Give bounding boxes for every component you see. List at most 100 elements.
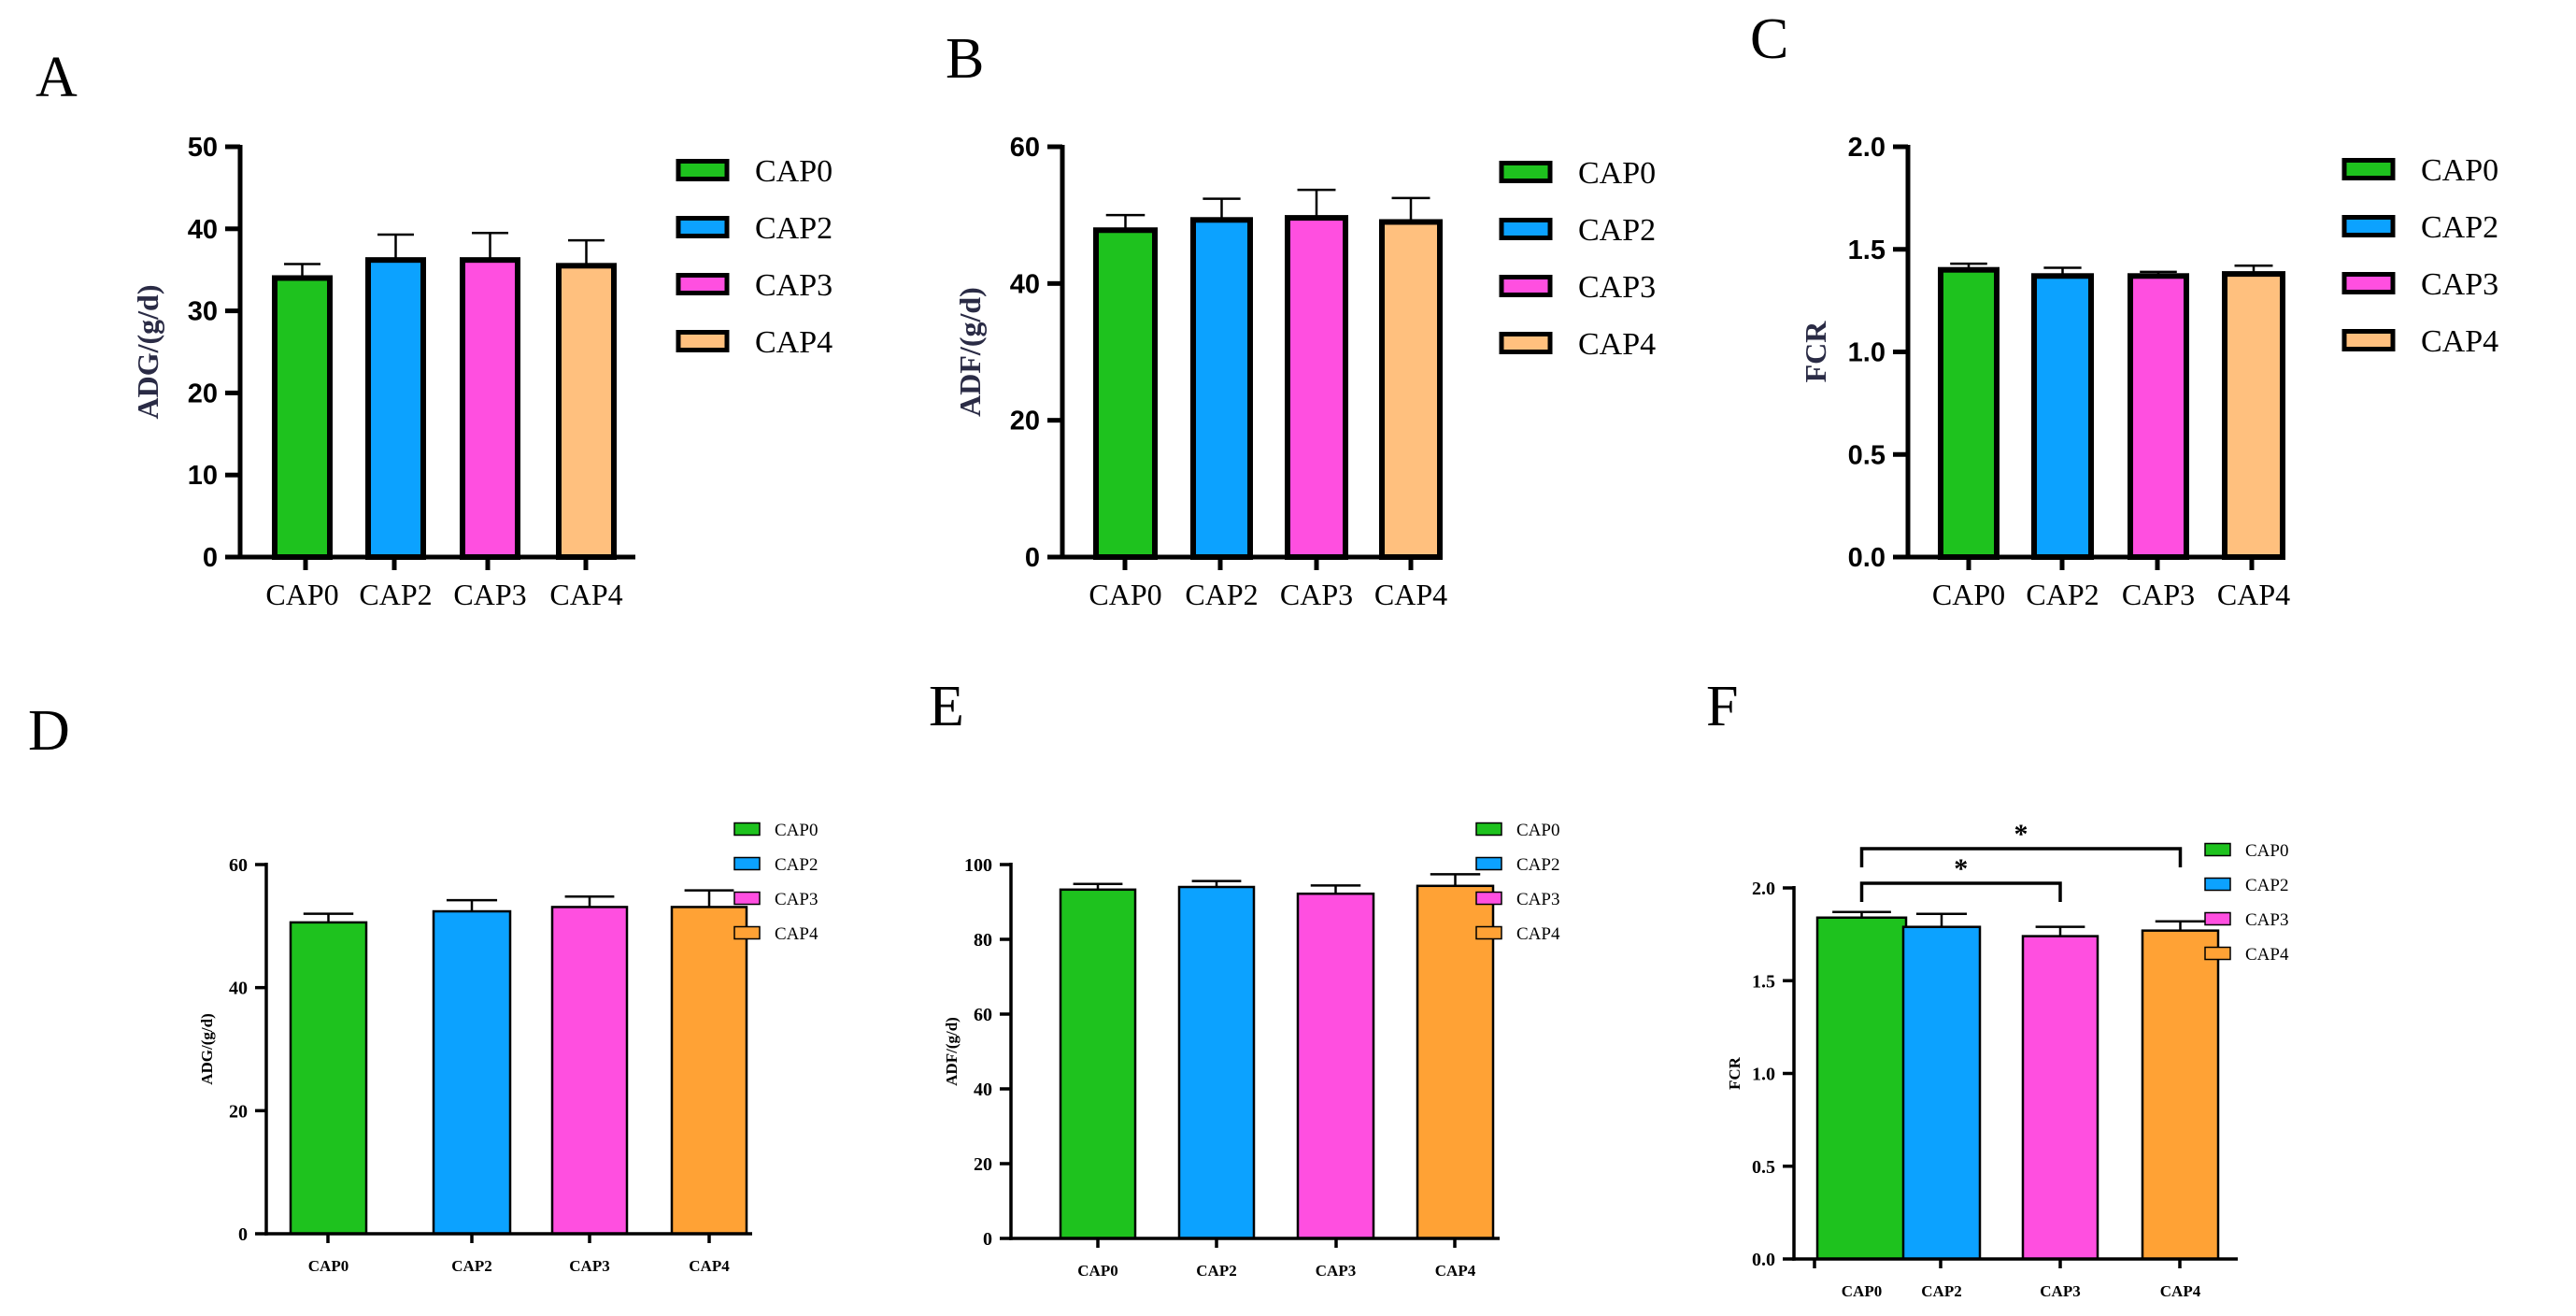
bar-f-cap0 xyxy=(1815,916,1908,1261)
y-tick-label-b: 60 xyxy=(1010,133,1040,163)
legend-swatch-c-cap0 xyxy=(2341,158,2396,180)
x-tick-label-a-cap2: CAP2 xyxy=(359,578,432,611)
panel-letter-d: D xyxy=(28,699,70,763)
bar-e-cap4 xyxy=(1416,884,1495,1240)
y-tick-label-c: 0.5 xyxy=(1848,440,1886,470)
panel-d: D 0 20 40 60 CAP0 CAP2 CAP3 CAP4 ADG/(g/d) CAP0 CA… xyxy=(28,699,818,1275)
legend-swatch-c-cap4 xyxy=(2341,329,2396,351)
y-tick-label-e: 40 xyxy=(974,1080,992,1100)
y-tick-label-a: 30 xyxy=(188,297,218,327)
y-axis-label-e: ADF/(g/d) xyxy=(943,1017,961,1086)
legend-label-b-cap2: CAP2 xyxy=(1578,213,1656,248)
y-tick-label-d: 0 xyxy=(238,1224,248,1245)
y-tick-label-f: 0.5 xyxy=(1752,1157,1775,1178)
significance-bracket-f-cap0-cap4 xyxy=(1859,847,2183,867)
bar-e-cap0 xyxy=(1059,888,1137,1240)
legend-label-e-cap2: CAP2 xyxy=(1516,855,1559,875)
bar-c-cap2 xyxy=(2031,273,2094,560)
legend-swatch-b-cap0 xyxy=(1499,161,1553,183)
x-tick-label-a-cap4: CAP4 xyxy=(549,578,622,611)
y-tick-label-f: 1.0 xyxy=(1752,1065,1775,1085)
y-tick-label-f: 2.0 xyxy=(1752,879,1775,899)
x-tick-label-b-cap4: CAP4 xyxy=(1374,578,1447,611)
legend-label-b-cap0: CAP0 xyxy=(1578,156,1656,191)
y-tick-label-b: 0 xyxy=(1025,543,1040,573)
significance-star-f-cap0-cap4: * xyxy=(2014,819,2028,850)
bar-b-cap0 xyxy=(1093,227,1158,560)
legend-label-d-cap3: CAP3 xyxy=(775,890,818,909)
significance-bracket-f-cap0-cap3 xyxy=(1859,881,2062,902)
y-axis-label-b: ADF/(g/d) xyxy=(953,287,987,417)
legend-swatch-e-cap0 xyxy=(1475,822,1502,837)
legend-label-f-cap3: CAP3 xyxy=(2245,910,2288,930)
legend-label-e-cap4: CAP4 xyxy=(1516,924,1560,944)
y-tick-label-a: 50 xyxy=(188,133,218,163)
legend-label-e-cap0: CAP0 xyxy=(1516,821,1559,840)
bar-d-cap0 xyxy=(289,921,368,1236)
x-tick-label-b-cap0: CAP0 xyxy=(1089,578,1161,611)
panel-letter-f: F xyxy=(1706,675,1738,738)
x-tick-label-d-cap4: CAP4 xyxy=(689,1257,730,1275)
bar-b-cap3 xyxy=(1285,215,1348,561)
bar-e-cap2 xyxy=(1177,885,1256,1240)
legend-swatch-a-cap4 xyxy=(676,330,730,352)
legend-swatch-a-cap2 xyxy=(676,216,730,238)
legend-label-c-cap0: CAP0 xyxy=(2421,153,2498,188)
y-axis-label-d: ADG/(g/d) xyxy=(198,1013,216,1085)
bar-f-cap3 xyxy=(2021,935,2099,1261)
y-tick-label-a: 0 xyxy=(203,543,218,573)
legend-swatch-c-cap3 xyxy=(2341,272,2396,294)
y-tick-label-c: 1.5 xyxy=(1848,236,1886,265)
panel-letter-c: C xyxy=(1750,7,1788,71)
legend-label-c-cap2: CAP2 xyxy=(2421,210,2498,245)
y-tick-label-c: 2.0 xyxy=(1848,133,1886,163)
x-tick-label-c-cap2: CAP2 xyxy=(2026,578,2099,611)
bar-d-cap3 xyxy=(550,906,629,1236)
legend-swatch-d-cap0 xyxy=(733,822,761,837)
panel-letter-e: E xyxy=(929,675,964,738)
legend-swatch-e-cap2 xyxy=(1475,856,1502,871)
legend-swatch-d-cap3 xyxy=(733,891,761,906)
x-tick-label-a-cap3: CAP3 xyxy=(453,578,526,611)
y-tick-label-f: 1.5 xyxy=(1752,971,1775,992)
bar-a-cap2 xyxy=(365,257,426,560)
bar-a-cap4 xyxy=(556,263,617,560)
y-tick-label-b: 20 xyxy=(1010,407,1040,436)
legend-label-d-cap2: CAP2 xyxy=(775,855,818,875)
x-tick-label-a-cap0: CAP0 xyxy=(265,578,338,611)
legend-swatch-a-cap0 xyxy=(676,159,730,181)
legend-swatch-b-cap3 xyxy=(1499,275,1553,297)
legend-swatch-b-cap4 xyxy=(1499,332,1553,354)
legend-label-d-cap0: CAP0 xyxy=(775,821,818,840)
x-tick-label-c-cap3: CAP3 xyxy=(2122,578,2195,611)
y-tick-label-a: 40 xyxy=(188,215,218,245)
significance-star-f-cap0-cap3: * xyxy=(1954,853,1968,884)
y-tick-label-f: 0.0 xyxy=(1752,1250,1775,1270)
y-tick-label-b: 40 xyxy=(1010,269,1040,299)
x-tick-label-e-cap0: CAP0 xyxy=(1077,1262,1117,1280)
legend-swatch-d-cap4 xyxy=(733,925,761,940)
y-axis-label-f: FCR xyxy=(1726,1056,1743,1090)
bar-c-cap0 xyxy=(1938,266,2000,560)
x-tick-label-c-cap4: CAP4 xyxy=(2217,578,2290,611)
x-tick-label-f-cap3: CAP3 xyxy=(2040,1282,2080,1300)
y-tick-label-c: 1.0 xyxy=(1848,338,1886,368)
x-tick-label-b-cap2: CAP2 xyxy=(1185,578,1258,611)
y-tick-label-d: 20 xyxy=(229,1101,248,1122)
x-tick-label-c-cap0: CAP0 xyxy=(1932,578,2005,611)
legend-swatch-f-cap3 xyxy=(2204,911,2231,926)
y-axis-label-a: ADG/(g/d) xyxy=(131,285,164,420)
x-tick-label-e-cap4: CAP4 xyxy=(1435,1262,1476,1280)
bar-d-cap4 xyxy=(670,906,748,1236)
x-tick-label-d-cap3: CAP3 xyxy=(569,1257,609,1275)
bar-c-cap3 xyxy=(2128,273,2189,560)
y-tick-label-c: 0.0 xyxy=(1848,543,1886,573)
legend-label-e-cap3: CAP3 xyxy=(1516,890,1559,909)
y-tick-label-d: 60 xyxy=(229,855,248,876)
legend-swatch-d-cap2 xyxy=(733,856,761,871)
bar-f-cap2 xyxy=(1901,925,1982,1261)
legend-swatch-e-cap4 xyxy=(1475,925,1502,940)
panel-f: F 0.0 0.5 1.0 1.5 2.0 CAP0 CAP2 CAP3 CAP4 FCR CAP0… xyxy=(1706,675,2289,1300)
x-tick-label-e-cap2: CAP2 xyxy=(1196,1262,1236,1280)
legend-swatch-a-cap3 xyxy=(676,273,730,295)
